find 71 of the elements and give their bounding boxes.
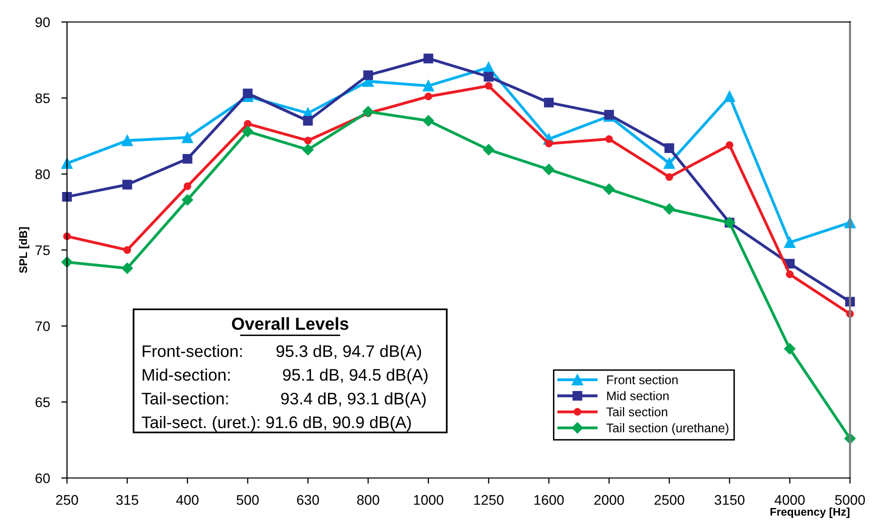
- y-tick-label: 85: [35, 93, 50, 104]
- point: [483, 144, 494, 156]
- point: [545, 140, 553, 148]
- point: [242, 88, 253, 98]
- point: [363, 70, 374, 80]
- point: [422, 115, 434, 126]
- y-tick-label: 80: [35, 169, 50, 180]
- point: [422, 80, 434, 92]
- annotation: Tail-section: 93.4 dB, 93.1 dB(A): [142, 392, 426, 408]
- legend-label: Front section: [607, 375, 678, 384]
- x-tick-label: 1000: [414, 495, 444, 505]
- point: [302, 144, 314, 156]
- point: [184, 182, 192, 190]
- point: [182, 194, 194, 206]
- x-tick-label: 3150: [714, 495, 744, 505]
- point: [605, 135, 613, 143]
- annotation: Mid-section: 95.1 dB, 94.5 dB(A): [142, 368, 428, 384]
- annotation: Front-section: 95.3 dB, 94.7 dB(A): [142, 344, 422, 360]
- x-tick-label: 315: [116, 495, 138, 505]
- point: [724, 90, 736, 102]
- y-tick-label: 90: [36, 17, 50, 28]
- point: [122, 262, 133, 274]
- annotation: Overall Levels: [232, 317, 348, 330]
- x-tick-label: 630: [297, 495, 319, 505]
- point: [786, 270, 794, 278]
- point: [784, 343, 796, 354]
- y-tick-label: 60: [36, 473, 50, 484]
- legend-label: Mid section: [607, 391, 669, 400]
- x-tick-label: 800: [357, 495, 380, 505]
- x-axis-title: Frequency [Hz]: [770, 508, 850, 518]
- y-tick-label: 70: [36, 321, 50, 332]
- y-axis-title: SPL [dB]: [18, 227, 30, 274]
- point: [484, 82, 492, 90]
- point: [543, 164, 554, 176]
- point: [424, 92, 432, 100]
- point: [182, 132, 194, 144]
- point: [424, 54, 434, 64]
- point: [784, 236, 796, 248]
- point: [242, 126, 254, 138]
- point: [123, 246, 132, 254]
- x-tick-label: 2500: [654, 495, 684, 505]
- point: [726, 141, 734, 149]
- y-tick-label: 65: [36, 397, 50, 408]
- point: [122, 180, 132, 190]
- point: [62, 192, 72, 202]
- point: [484, 72, 494, 82]
- point: [182, 154, 192, 164]
- point: [244, 120, 252, 128]
- point: [61, 256, 73, 268]
- point: [304, 136, 312, 144]
- x-tick-label: 1250: [474, 495, 504, 505]
- x-tick-label: 4000: [774, 495, 805, 505]
- point: [303, 116, 313, 126]
- x-tick-label: 400: [176, 495, 199, 505]
- point: [664, 203, 675, 215]
- x-tick-label: 1600: [534, 495, 564, 505]
- point: [664, 143, 674, 154]
- annotation: Tail-sect. (uret.): 91.6 dB, 90.9 dB(A): [142, 416, 411, 432]
- x-tick-label: 5000: [835, 495, 865, 505]
- point: [544, 98, 554, 108]
- legend-label: Tail section (urethane): [606, 423, 728, 435]
- point: [665, 173, 674, 181]
- legend-label: Tail section: [606, 407, 668, 416]
- point: [664, 158, 675, 169]
- x-tick-label: 500: [236, 495, 259, 505]
- x-tick-label: 250: [56, 495, 78, 505]
- y-tick-label: 75: [36, 245, 50, 256]
- point: [122, 135, 133, 146]
- x-tick-label: 2000: [594, 495, 624, 505]
- point: [603, 184, 615, 195]
- point: [362, 106, 374, 118]
